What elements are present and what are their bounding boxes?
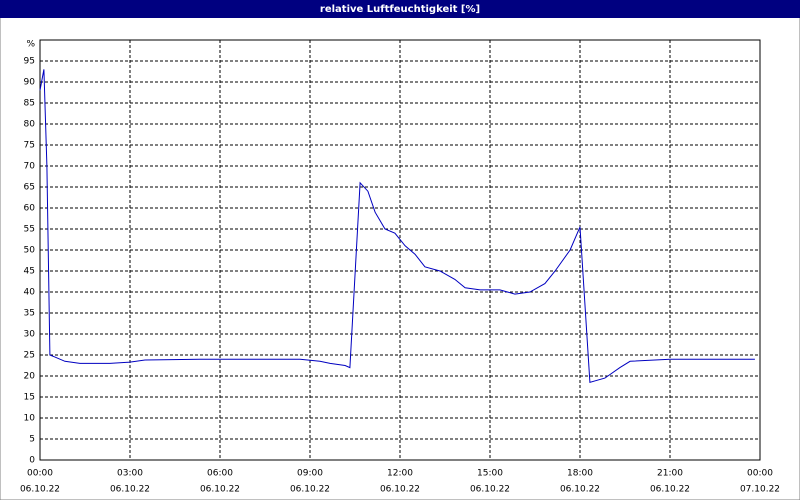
x-tick-date: 07.10.22 bbox=[740, 485, 780, 495]
y-tick-label: 70 bbox=[24, 162, 36, 172]
y-tick-label: 60 bbox=[24, 204, 36, 214]
chart-title: relative Luftfeuchtigkeit [%] bbox=[320, 4, 480, 15]
x-tick-date: 06.10.22 bbox=[110, 485, 150, 495]
y-tick-label: 0 bbox=[29, 456, 35, 466]
x-tick-label: 06:00 bbox=[207, 469, 233, 479]
y-tick-label: 40 bbox=[24, 288, 36, 298]
y-tick-label: 45 bbox=[24, 267, 35, 277]
y-tick-label: 65 bbox=[24, 183, 35, 193]
x-tick-date: 06.10.22 bbox=[200, 485, 240, 495]
x-tick-label: 21:00 bbox=[657, 469, 683, 479]
y-tick-label: 25 bbox=[24, 351, 35, 361]
y-tick-label: 75 bbox=[24, 141, 35, 151]
x-tick-date: 06.10.22 bbox=[380, 485, 420, 495]
y-tick-label: 20 bbox=[24, 372, 36, 382]
x-tick-label: 09:00 bbox=[297, 469, 323, 479]
y-unit: % bbox=[26, 40, 35, 50]
y-tick-label: 95 bbox=[24, 57, 35, 67]
y-tick-label: 35 bbox=[24, 309, 35, 319]
title-bar bbox=[0, 0, 800, 18]
y-tick-label: 55 bbox=[24, 225, 35, 235]
x-tick-date: 06.10.22 bbox=[650, 485, 690, 495]
x-tick-date: 06.10.22 bbox=[290, 485, 330, 495]
y-tick-label: 30 bbox=[24, 330, 36, 340]
x-tick-label: 12:00 bbox=[387, 469, 413, 479]
y-tick-label: 50 bbox=[24, 246, 36, 256]
x-tick-date: 06.10.22 bbox=[470, 485, 510, 495]
x-tick-label: 18:00 bbox=[567, 469, 593, 479]
y-tick-label: 15 bbox=[24, 393, 35, 403]
data-line bbox=[39, 69, 755, 383]
y-tick-label: 10 bbox=[24, 414, 36, 424]
x-tick-label: 00:00 bbox=[747, 469, 773, 479]
y-tick-label: 90 bbox=[24, 78, 36, 88]
x-tick-date: 06.10.22 bbox=[20, 485, 60, 495]
y-tick-label: 85 bbox=[24, 99, 35, 109]
x-tick-label: 15:00 bbox=[477, 469, 503, 479]
x-tick-label: 00:00 bbox=[27, 469, 53, 479]
x-tick-date: 06.10.22 bbox=[560, 485, 600, 495]
y-tick-label: 5 bbox=[29, 435, 35, 445]
y-tick-label: 80 bbox=[24, 120, 36, 130]
x-tick-label: 03:00 bbox=[117, 469, 143, 479]
